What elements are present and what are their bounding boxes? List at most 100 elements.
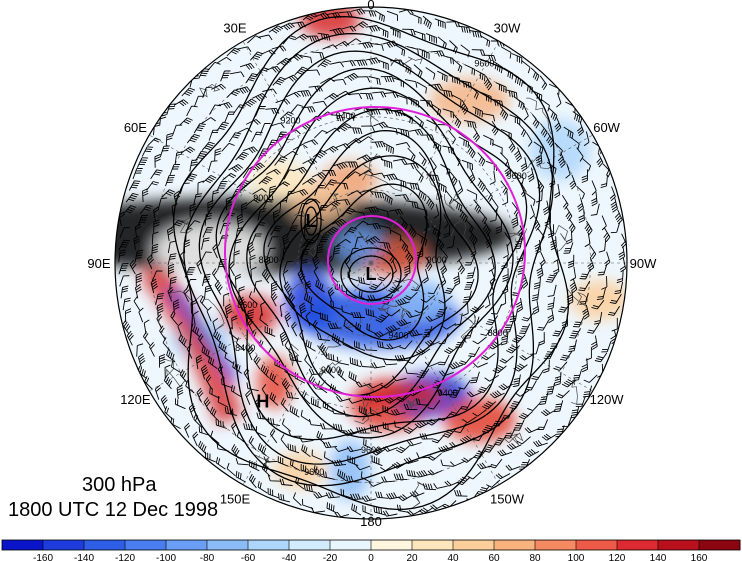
wind-barb [453,59,463,73]
wind-barb [370,43,384,51]
colorbar-swatch [412,540,454,550]
wind-barb [359,136,374,144]
colorbar-tick-label: -20 [323,553,338,561]
wind-barb [547,308,555,324]
wind-barb [202,86,213,98]
wind-barb [305,339,316,352]
wind-barb [453,114,462,129]
wind-barb [223,292,230,307]
wind-barb [133,295,141,311]
wind-barb [371,455,383,467]
wind-barb [240,408,248,424]
coastline-segment [411,481,427,509]
wind-barb [554,183,561,199]
wind-barb [406,469,420,478]
wind-barb [319,312,332,323]
wind-barb [360,92,374,100]
coastline-segment [527,154,552,170]
wind-barb [364,206,380,214]
wind-barb [375,491,389,499]
reference-circle-inner [327,215,417,305]
colorbar-swatch [330,540,372,550]
wind-barb [609,293,622,304]
wind-barb [514,147,522,163]
wind-barb [579,268,591,280]
wind-barb [280,22,295,31]
wind-barb [118,239,130,251]
wind-barb [136,157,149,168]
wind-barb [251,233,262,245]
wind-barb [336,123,352,132]
wind-barb [167,253,177,266]
contour-label: 8600 [237,300,257,310]
wind-barb [150,169,163,180]
wind-barb [362,505,374,516]
wind-barb [456,247,463,263]
wind-barb [472,127,480,143]
wind-barb [153,219,160,233]
wind-barb [408,223,417,239]
height-contour [198,50,541,465]
wind-barb [228,132,242,143]
wind-barb [304,354,313,369]
wind-barb [242,98,257,107]
wind-barb [353,59,368,67]
wind-barb [399,216,408,231]
wind-barb [548,107,558,122]
wind-barb [453,198,463,212]
wind-barb [154,153,161,168]
wind-barb [157,197,168,210]
wind-barb [561,415,573,427]
wind-barb [275,131,287,143]
wind-barb [195,150,208,162]
wind-barb [355,381,371,388]
colorbar-swatch [125,540,167,550]
wind-barb [493,435,507,446]
height-contour [172,15,570,511]
wind-barb [462,302,469,317]
height-contour [215,67,528,441]
contour-label: 9400 [438,388,458,398]
wind-barb [383,142,395,155]
wind-barb [466,189,478,201]
closed-contour [340,247,402,301]
contour-label: 9400 [336,111,356,121]
coastline-segment [170,290,206,303]
wind-barb [217,101,233,109]
wind-barb [246,197,261,206]
wind-barb [443,224,451,238]
wind-barb [422,483,437,491]
wind-barb [358,405,370,418]
wind-barb [201,237,210,250]
wind-barb [594,352,608,363]
wind-barb [346,445,362,453]
longitude-label: 90W [630,256,657,271]
wind-barb [495,220,502,235]
wind-barb [184,173,198,183]
coastline-segment [358,231,381,250]
wind-barb [125,192,139,203]
wind-barb [454,489,468,497]
wind-barb [300,463,312,475]
wind-barb [569,174,577,190]
wind-barb [299,55,313,64]
wind-barb [294,66,309,76]
wind-barb [417,188,427,202]
wind-barb [416,368,430,379]
wind-barb [291,321,298,337]
longitude-label: 0 [367,0,374,12]
wind-barb [205,374,213,390]
wind-barb [249,254,256,269]
wind-barb [438,445,454,453]
wind-barb [368,76,381,85]
colorbar-tick-label: -140 [74,553,94,561]
wind-barb [582,385,593,398]
colorbar-swatch [658,540,700,550]
wind-barb [513,420,525,431]
wind-barb [581,358,589,373]
wind-barb [415,168,424,183]
wind-barb [292,492,302,506]
wind-barb [292,143,308,151]
wind-barb [319,342,327,358]
wind-barb [137,366,147,379]
